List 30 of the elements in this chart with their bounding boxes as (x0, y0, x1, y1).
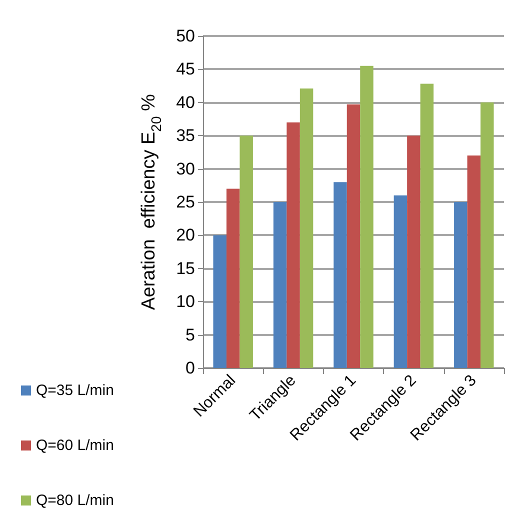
y-tick-label: 40 (176, 92, 195, 112)
legend-label: Q=80 L/min (36, 492, 114, 509)
bar (394, 195, 408, 368)
bar (480, 102, 494, 368)
bar (407, 136, 420, 368)
legend-label: Q=60 L/min (36, 437, 114, 454)
bar (226, 188, 240, 368)
bar (420, 84, 434, 368)
bar (467, 156, 481, 368)
bar (334, 182, 347, 368)
y-tick-label: 10 (176, 292, 195, 312)
bar (454, 202, 468, 368)
y-tick-label: 35 (176, 126, 195, 146)
y-axis-title: Aeration efficiency E20 % (138, 94, 164, 310)
bar (240, 136, 253, 368)
y-tick-label: 0 (186, 358, 195, 378)
y-tick-label: 15 (176, 258, 195, 278)
bar (213, 235, 226, 368)
y-tick-label: 5 (186, 325, 195, 344)
y-tick-label: 25 (176, 192, 195, 212)
bar (273, 202, 287, 368)
y-tick-label: 45 (176, 60, 195, 79)
bar (360, 66, 374, 368)
y-tick-label: 50 (176, 26, 195, 46)
bar (300, 88, 314, 368)
bar (346, 104, 360, 368)
bar (286, 122, 300, 368)
legend-label: Q=35 L/min (36, 382, 114, 399)
y-tick-label: 20 (176, 226, 195, 245)
y-tick-label: 30 (176, 159, 195, 178)
